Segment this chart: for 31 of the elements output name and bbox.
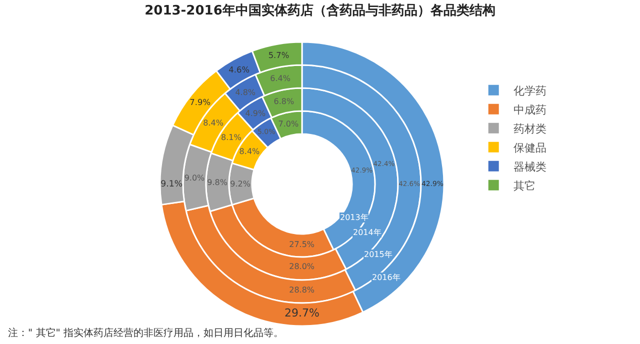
legend-label: 其它 bbox=[514, 179, 536, 192]
data-label: 5.7% bbox=[268, 50, 290, 60]
data-label: 9.0% bbox=[184, 173, 206, 182]
legend-label: 器械类 bbox=[514, 160, 547, 174]
legend-label: 化学药 bbox=[514, 84, 547, 98]
slice-label: 2013年 bbox=[340, 213, 368, 222]
slice-label: 2016年 bbox=[372, 273, 400, 282]
legend-label: 药材类 bbox=[514, 122, 547, 136]
data-label: 9.8% bbox=[207, 178, 228, 187]
slice-label: 2014年 bbox=[353, 228, 382, 237]
data-label: 8.4% bbox=[203, 118, 224, 128]
text: 注：" 其它" 指实体药店经营的非医疗用品，如日用日化品等。 bbox=[8, 327, 284, 339]
data-label: 8.4% bbox=[239, 147, 260, 156]
data-label: 4.8% bbox=[235, 88, 256, 98]
chart-title: 2013-2016年中国实体药店（含药品与非药品）各品类结构 bbox=[144, 2, 496, 18]
data-label: 6.4% bbox=[270, 74, 291, 84]
data-label: 4.6% bbox=[228, 64, 250, 74]
legend-label: 保健品 bbox=[514, 141, 547, 154]
data-label: 7.9% bbox=[190, 97, 211, 108]
data-label: 27.5% bbox=[289, 240, 315, 249]
data-label: 9.1% bbox=[160, 180, 183, 190]
data-label: 7.0% bbox=[278, 119, 299, 128]
slice-label: 2015年 bbox=[364, 250, 392, 259]
data-label: 6.8% bbox=[274, 96, 294, 106]
data-label: 28.8% bbox=[289, 285, 315, 294]
data-label: 29.7% bbox=[284, 306, 320, 320]
data-label: 28.0% bbox=[289, 262, 315, 272]
legend-label: 中成药 bbox=[514, 103, 547, 116]
data-label: 8.1% bbox=[221, 133, 242, 142]
data-label: 9.2% bbox=[230, 180, 251, 188]
data-label: 4.9% bbox=[245, 108, 266, 118]
